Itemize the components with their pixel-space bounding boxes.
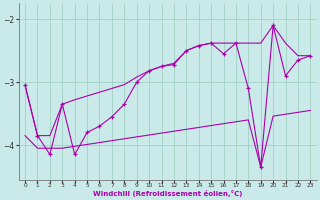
X-axis label: Windchill (Refroidissement éolien,°C): Windchill (Refroidissement éolien,°C) <box>93 190 242 197</box>
